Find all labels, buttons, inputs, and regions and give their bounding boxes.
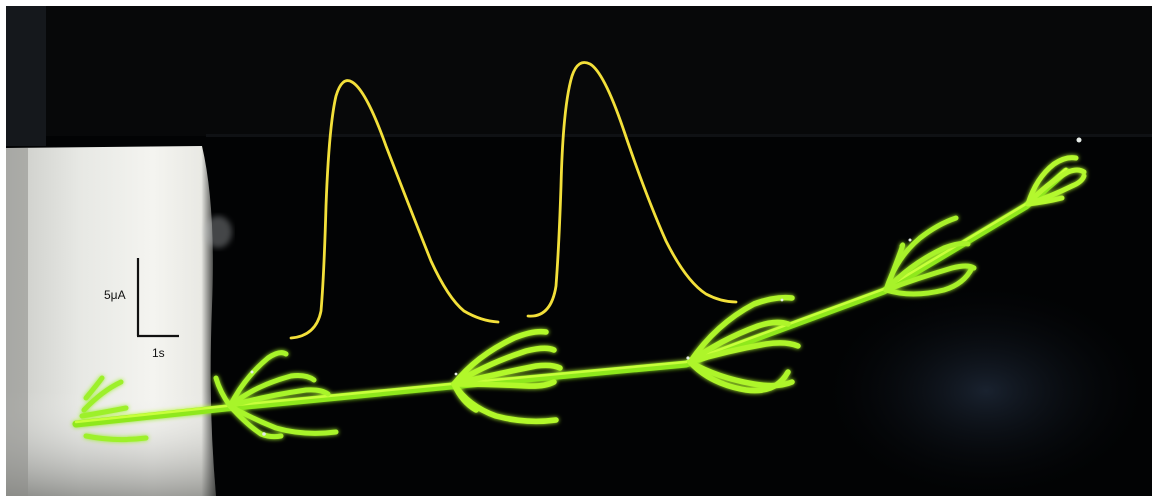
- glass-edge-line: [206, 134, 1152, 137]
- photo-frame: 5μA 1s: [6, 6, 1152, 496]
- plant-whorl-2: [451, 328, 563, 425]
- wall-left-shadow: [6, 148, 28, 496]
- photo-scene: [6, 6, 1152, 496]
- scale-bar: [136, 258, 179, 338]
- plant-whorl-5: [1025, 155, 1087, 207]
- scale-bar-current-label: 5μA: [104, 288, 126, 302]
- background-blue-glow: [826, 286, 1146, 496]
- plant-main-stem: [72, 167, 1070, 428]
- plant-whorl-3: [687, 294, 801, 394]
- water-droplets: [250, 137, 1082, 436]
- plant-whorl-1: [213, 350, 339, 440]
- left-dark-strip: [6, 6, 46, 146]
- current-trace-2: [526, 61, 738, 318]
- plant-whorl-4: [883, 215, 977, 297]
- upper-glass-band: [6, 6, 1152, 136]
- light-wall-shade: [6, 146, 216, 496]
- horsetail-plant: [72, 155, 1087, 443]
- current-trace-1: [289, 79, 500, 340]
- scale-bar-time-label: 1s: [152, 346, 165, 360]
- foam-blob: [204, 216, 232, 248]
- plant-whorl-0: [79, 375, 149, 443]
